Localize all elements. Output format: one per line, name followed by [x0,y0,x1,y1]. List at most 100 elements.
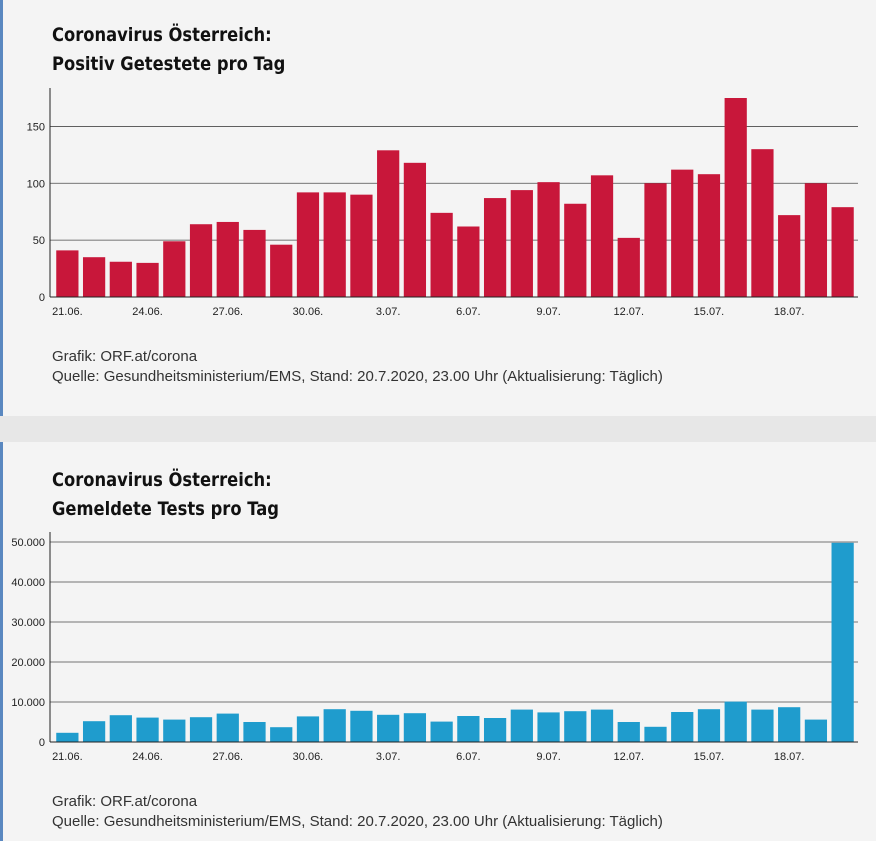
bars [56,542,854,742]
bar [56,732,79,742]
bar [671,169,694,297]
y-axis: 0 10.000 20.000 30.000 40.000 50.000 [11,532,51,749]
x-tick-label: 30.06. [293,751,324,763]
bar [377,150,400,297]
bar [82,721,106,742]
x-tick-label: 12.07. [613,751,644,763]
bar [109,715,132,742]
bar [697,709,721,742]
bar [778,707,801,742]
bar [136,262,159,297]
bar [189,717,213,742]
bar [510,190,533,297]
bar [136,717,159,742]
bar [590,175,614,297]
x-tick-label: 24.06. [132,751,163,763]
bar [617,722,640,742]
x-tick-label: 12.07. [613,306,644,318]
x-tick-label: 30.06. [293,306,324,318]
chart-title-line2: Gemeldete Tests pro Tag [52,498,280,520]
bar [590,709,614,742]
chart-title-line1: Coronavirus Österreich: [52,24,272,46]
x-tick-label: 18.07. [774,751,805,763]
bar [243,229,266,297]
bar [430,212,453,297]
bar [751,709,774,742]
bar [350,710,373,742]
bar [617,237,640,297]
y-tick-label: 50.000 [11,537,45,549]
y-tick-label: 20.000 [11,657,45,669]
chart-credit: Grafik: ORF.at/corona [52,793,198,810]
bar [644,726,667,742]
bar [724,98,747,297]
y-axis: 0 50 100 150 [27,88,51,304]
bar [430,721,453,742]
bars [56,98,854,297]
x-tick-label: 18.07. [774,306,805,318]
bar [377,714,400,742]
panel-edge [0,0,3,416]
bar [216,221,239,297]
x-tick-label: 15.07. [694,306,725,318]
bar [804,183,828,297]
chart-title: Coronavirus Österreich: Positiv Getestet… [52,21,285,79]
bar [751,149,774,297]
x-axis: 21.06. 24.06. 27.06. 30.06. 3.07. 6.07. 9.07. 1… [52,751,804,763]
bar [671,712,694,742]
bar [82,257,106,297]
x-tick-label: 3.07. [376,751,400,763]
y-tick-label: 30.000 [11,617,45,629]
bar [724,701,747,742]
bar [510,709,533,742]
x-tick-label: 15.07. [694,751,725,763]
x-tick-label: 27.06. [212,306,243,318]
bar [163,719,186,742]
chart-source-line: Quelle: Gesundheitsministerium/EMS, Stan… [52,368,663,385]
y-tick-label: 0 [39,292,45,304]
chart-title-line1: Coronavirus Österreich: [52,469,272,491]
x-tick-label: 9.07. [536,306,560,318]
bar [270,727,293,742]
bar [323,709,346,742]
y-tick-label: 50 [33,235,45,247]
x-tick-label: 21.06. [52,751,83,763]
bar [403,162,427,297]
gridlines [50,541,858,703]
chart-title-line2: Positiv Getestete pro Tag [52,53,286,75]
bar [243,722,266,742]
bar [483,718,507,742]
chart-source: Grafik: ORF.at/corona Quelle: Gesundheit… [52,792,663,832]
bar [831,207,854,297]
bar [189,224,213,297]
bar [403,713,427,742]
tests-bar-chart: 0 10.000 20.000 30.000 40.000 50.000 21.06. 24.… [11,532,858,763]
y-tick-label: 10.000 [11,697,45,709]
tests-chart-panel: Coronavirus Österreich: Gemeldete Tests … [3,442,876,841]
bar [564,203,587,297]
x-tick-label: 24.06. [132,306,163,318]
positive-tests-bar-chart: 0 50 100 150 21.06. 24.06. 27.06. 30.06. 3.07. 6.… [27,88,858,318]
y-tick-label: 0 [39,737,45,749]
y-tick-label: 150 [27,121,45,133]
x-axis: 21.06. 24.06. 27.06. 30.06. 3.07. 6.07. 9.07. 1… [52,306,804,318]
chart-source: Grafik: ORF.at/corona Quelle: Gesundheit… [52,347,663,387]
y-tick-label: 100 [27,178,45,190]
chart-source-line: Quelle: Gesundheitsministerium/EMS, Stan… [52,813,663,830]
chart-title: Coronavirus Österreich: Gemeldete Tests … [52,466,279,524]
bar [323,192,346,297]
x-tick-label: 6.07. [456,751,480,763]
bar [644,183,667,297]
bar [483,198,507,297]
chart-credit: Grafik: ORF.at/corona [52,348,198,365]
bar [537,182,560,297]
positive-tests-chart-panel: Coronavirus Österreich: Positiv Getestet… [3,0,876,416]
x-tick-label: 21.06. [52,306,83,318]
bar [537,712,560,742]
x-tick-label: 6.07. [456,306,480,318]
x-tick-label: 9.07. [536,751,560,763]
gridlines [50,126,858,241]
x-tick-label: 27.06. [212,751,243,763]
bar [270,244,293,297]
bar [350,194,373,297]
